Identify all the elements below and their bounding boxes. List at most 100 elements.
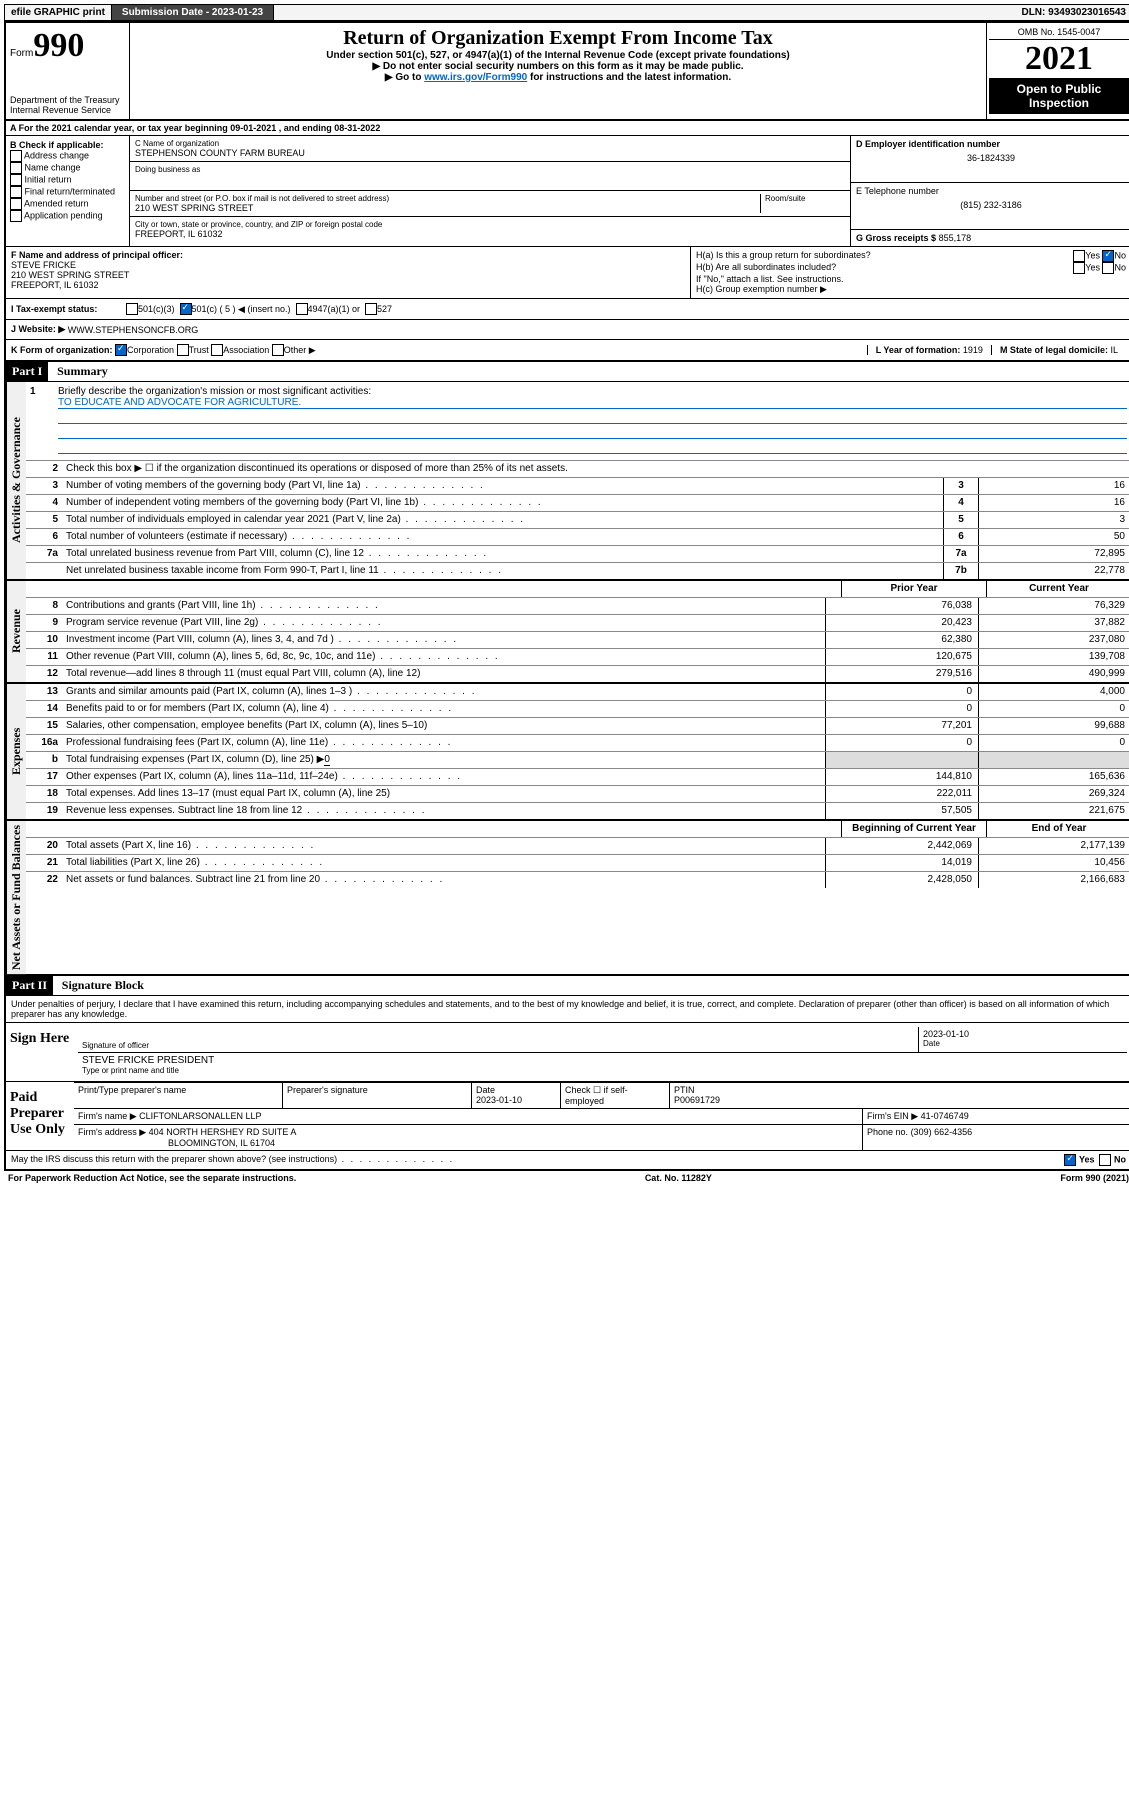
cb-501c3[interactable] [126, 303, 138, 315]
website-row: J Website: ▶ WWW.STEPHENSONCFB.ORG [6, 320, 1129, 340]
title-box: Return of Organization Exempt From Incom… [130, 23, 986, 119]
box-c: C Name of organization STEPHENSON COUNTY… [130, 136, 851, 246]
mission: TO EDUCATE AND ADVOCATE FOR AGRICULTURE. [58, 397, 1127, 409]
officer-addr2: FREEPORT, IL 61032 [11, 280, 685, 290]
activities-label: Activities & Governance [6, 382, 26, 579]
box-g: G Gross receipts $ 855,178 [851, 230, 1129, 246]
form-number: 990 [33, 27, 84, 64]
box-d-e-g: D Employer identification number 36-1824… [851, 136, 1129, 246]
revenue-section: Revenue Prior YearCurrent Year 8Contribu… [6, 581, 1129, 684]
firm-ein: 41-0746749 [921, 1111, 969, 1121]
title-sub3: ▶ Go to www.irs.gov/Form990 for instruct… [134, 72, 982, 83]
discuss-row: May the IRS discuss this return with the… [6, 1151, 1129, 1169]
val-7a: 72,895 [978, 546, 1129, 562]
netassets-label: Net Assets or Fund Balances [6, 821, 26, 974]
row-a-tax-year: A For the 2021 calendar year, or tax yea… [6, 121, 1129, 136]
hb-yesno[interactable]: Yes No [1073, 262, 1126, 274]
cb-final[interactable]: Final return/terminated [10, 186, 125, 198]
omb-number: OMB No. 1545-0047 [989, 25, 1129, 40]
section-f-h: F Name and address of principal officer:… [6, 247, 1129, 299]
sign-here-row: Sign Here Signature of officer 2023-01-1… [6, 1023, 1129, 1082]
val-7b: 22,778 [978, 563, 1129, 579]
part2-header: Part II Signature Block [6, 976, 1129, 996]
cb-initial[interactable]: Initial return [10, 174, 125, 186]
efile-label[interactable]: efile GRAPHIC print [5, 5, 112, 20]
city-row: City or town, state or province, country… [130, 217, 850, 242]
open-public: Open to Public Inspection [989, 78, 1129, 114]
hc: H(c) Group exemption number ▶ [696, 284, 1126, 295]
tax-status-row: I Tax-exempt status: 501(c)(3) 501(c) ( … [6, 299, 1129, 320]
telephone: (815) 232-3186 [856, 196, 1126, 210]
year-formation: 1919 [963, 345, 983, 355]
form-small: Form [10, 48, 33, 59]
cb-501c[interactable] [180, 303, 192, 315]
officer-addr1: 210 WEST SPRING STREET [11, 270, 685, 280]
title-sub2: ▶ Do not enter social security numbers o… [134, 61, 982, 72]
val-4: 16 [978, 495, 1129, 511]
cb-amended[interactable]: Amended return [10, 198, 125, 210]
cb-name[interactable]: Name change [10, 162, 125, 174]
penalty-text: Under penalties of perjury, I declare th… [6, 996, 1129, 1023]
form-id-box: Form990 Department of the Treasury Inter… [6, 23, 130, 119]
cb-address[interactable]: Address change [10, 150, 125, 162]
box-f: F Name and address of principal officer:… [6, 247, 691, 298]
hb-note: If "No," attach a list. See instructions… [696, 274, 1126, 284]
cb-pending[interactable]: Application pending [10, 210, 125, 222]
ptin: P00691729 [674, 1095, 720, 1105]
website-url[interactable]: WWW.STEPHENSONCFB.ORG [68, 325, 199, 335]
box-d: D Employer identification number 36-1824… [851, 136, 1129, 183]
box-b-title: B Check if applicable: [10, 140, 125, 150]
city-state-zip: FREEPORT, IL 61032 [135, 229, 845, 239]
firm-name: CLIFTONLARSONALLEN LLP [139, 1111, 261, 1121]
addr-row: Number and street (or P.O. box if mail i… [130, 191, 850, 217]
discuss-yesno[interactable]: Yes No [1064, 1154, 1126, 1166]
netassets-section: Net Assets or Fund Balances Beginning of… [6, 821, 1129, 976]
tax-year: 2021 [989, 40, 1129, 78]
gross-receipts: 855,178 [939, 233, 972, 243]
state-domicile: IL [1110, 345, 1118, 355]
ha-yesno[interactable]: Yes No [1073, 250, 1126, 262]
paid-preparer-row: Paid Preparer Use Only Print/Type prepar… [6, 1082, 1129, 1151]
expenses-label: Expenses [6, 684, 26, 819]
street-address: 210 WEST SPRING STREET [135, 203, 760, 213]
cb-527[interactable] [365, 303, 377, 315]
cb-4947[interactable] [296, 303, 308, 315]
top-bar: efile GRAPHIC print Submission Date - 20… [4, 4, 1129, 21]
firm-addr1: 404 NORTH HERSHEY RD SUITE A [149, 1127, 297, 1137]
dba-row: Doing business as [130, 162, 850, 191]
form-header: Form990 Department of the Treasury Inter… [6, 23, 1129, 121]
revenue-label: Revenue [6, 581, 26, 682]
org-name: STEPHENSON COUNTY FARM BUREAU [135, 148, 845, 158]
officer-sig[interactable]: Signature of officer [78, 1027, 919, 1053]
submission-date[interactable]: Submission Date - 2023-01-23 [112, 5, 274, 20]
firm-phone: (309) 662-4356 [911, 1127, 973, 1137]
org-name-row: C Name of organization STEPHENSON COUNTY… [130, 136, 850, 162]
dln: DLN: 93493023016543 [1015, 5, 1129, 20]
form-title: Return of Organization Exempt From Incom… [134, 27, 982, 50]
section-b-c-d: B Check if applicable: Address change Na… [6, 136, 1129, 247]
activities-section: Activities & Governance 1Briefly describ… [6, 382, 1129, 581]
form-container: Form990 Department of the Treasury Inter… [4, 21, 1129, 1171]
title-sub1: Under section 501(c), 527, or 4947(a)(1)… [134, 50, 982, 61]
irs-link[interactable]: www.irs.gov/Form990 [424, 72, 527, 83]
val-5: 3 [978, 512, 1129, 528]
cb-corp[interactable] [115, 344, 127, 356]
dept-treasury: Department of the Treasury Internal Reve… [10, 95, 125, 115]
footer: For Paperwork Reduction Act Notice, see … [4, 1171, 1129, 1185]
ein: 36-1824339 [856, 149, 1126, 163]
officer-printed: STEVE FRICKE PRESIDENT [82, 1055, 1123, 1066]
year-box: OMB No. 1545-0047 2021 Open to Public In… [986, 23, 1129, 119]
kform-row: K Form of organization: Corporation Trus… [6, 340, 1129, 362]
expenses-section: Expenses 13Grants and similar amounts pa… [6, 684, 1129, 821]
cb-assoc[interactable] [211, 344, 223, 356]
part1-header: Part I Summary [6, 362, 1129, 382]
cb-trust[interactable] [177, 344, 189, 356]
officer-name: STEVE FRICKE [11, 260, 685, 270]
val-6: 50 [978, 529, 1129, 545]
val-3: 16 [978, 478, 1129, 494]
box-b: B Check if applicable: Address change Na… [6, 136, 130, 246]
firm-addr2: BLOOMINGTON, IL 61704 [168, 1138, 275, 1148]
box-h: H(a) Is this a group return for subordin… [691, 247, 1129, 298]
cb-other[interactable] [272, 344, 284, 356]
box-e: E Telephone number (815) 232-3186 [851, 183, 1129, 230]
